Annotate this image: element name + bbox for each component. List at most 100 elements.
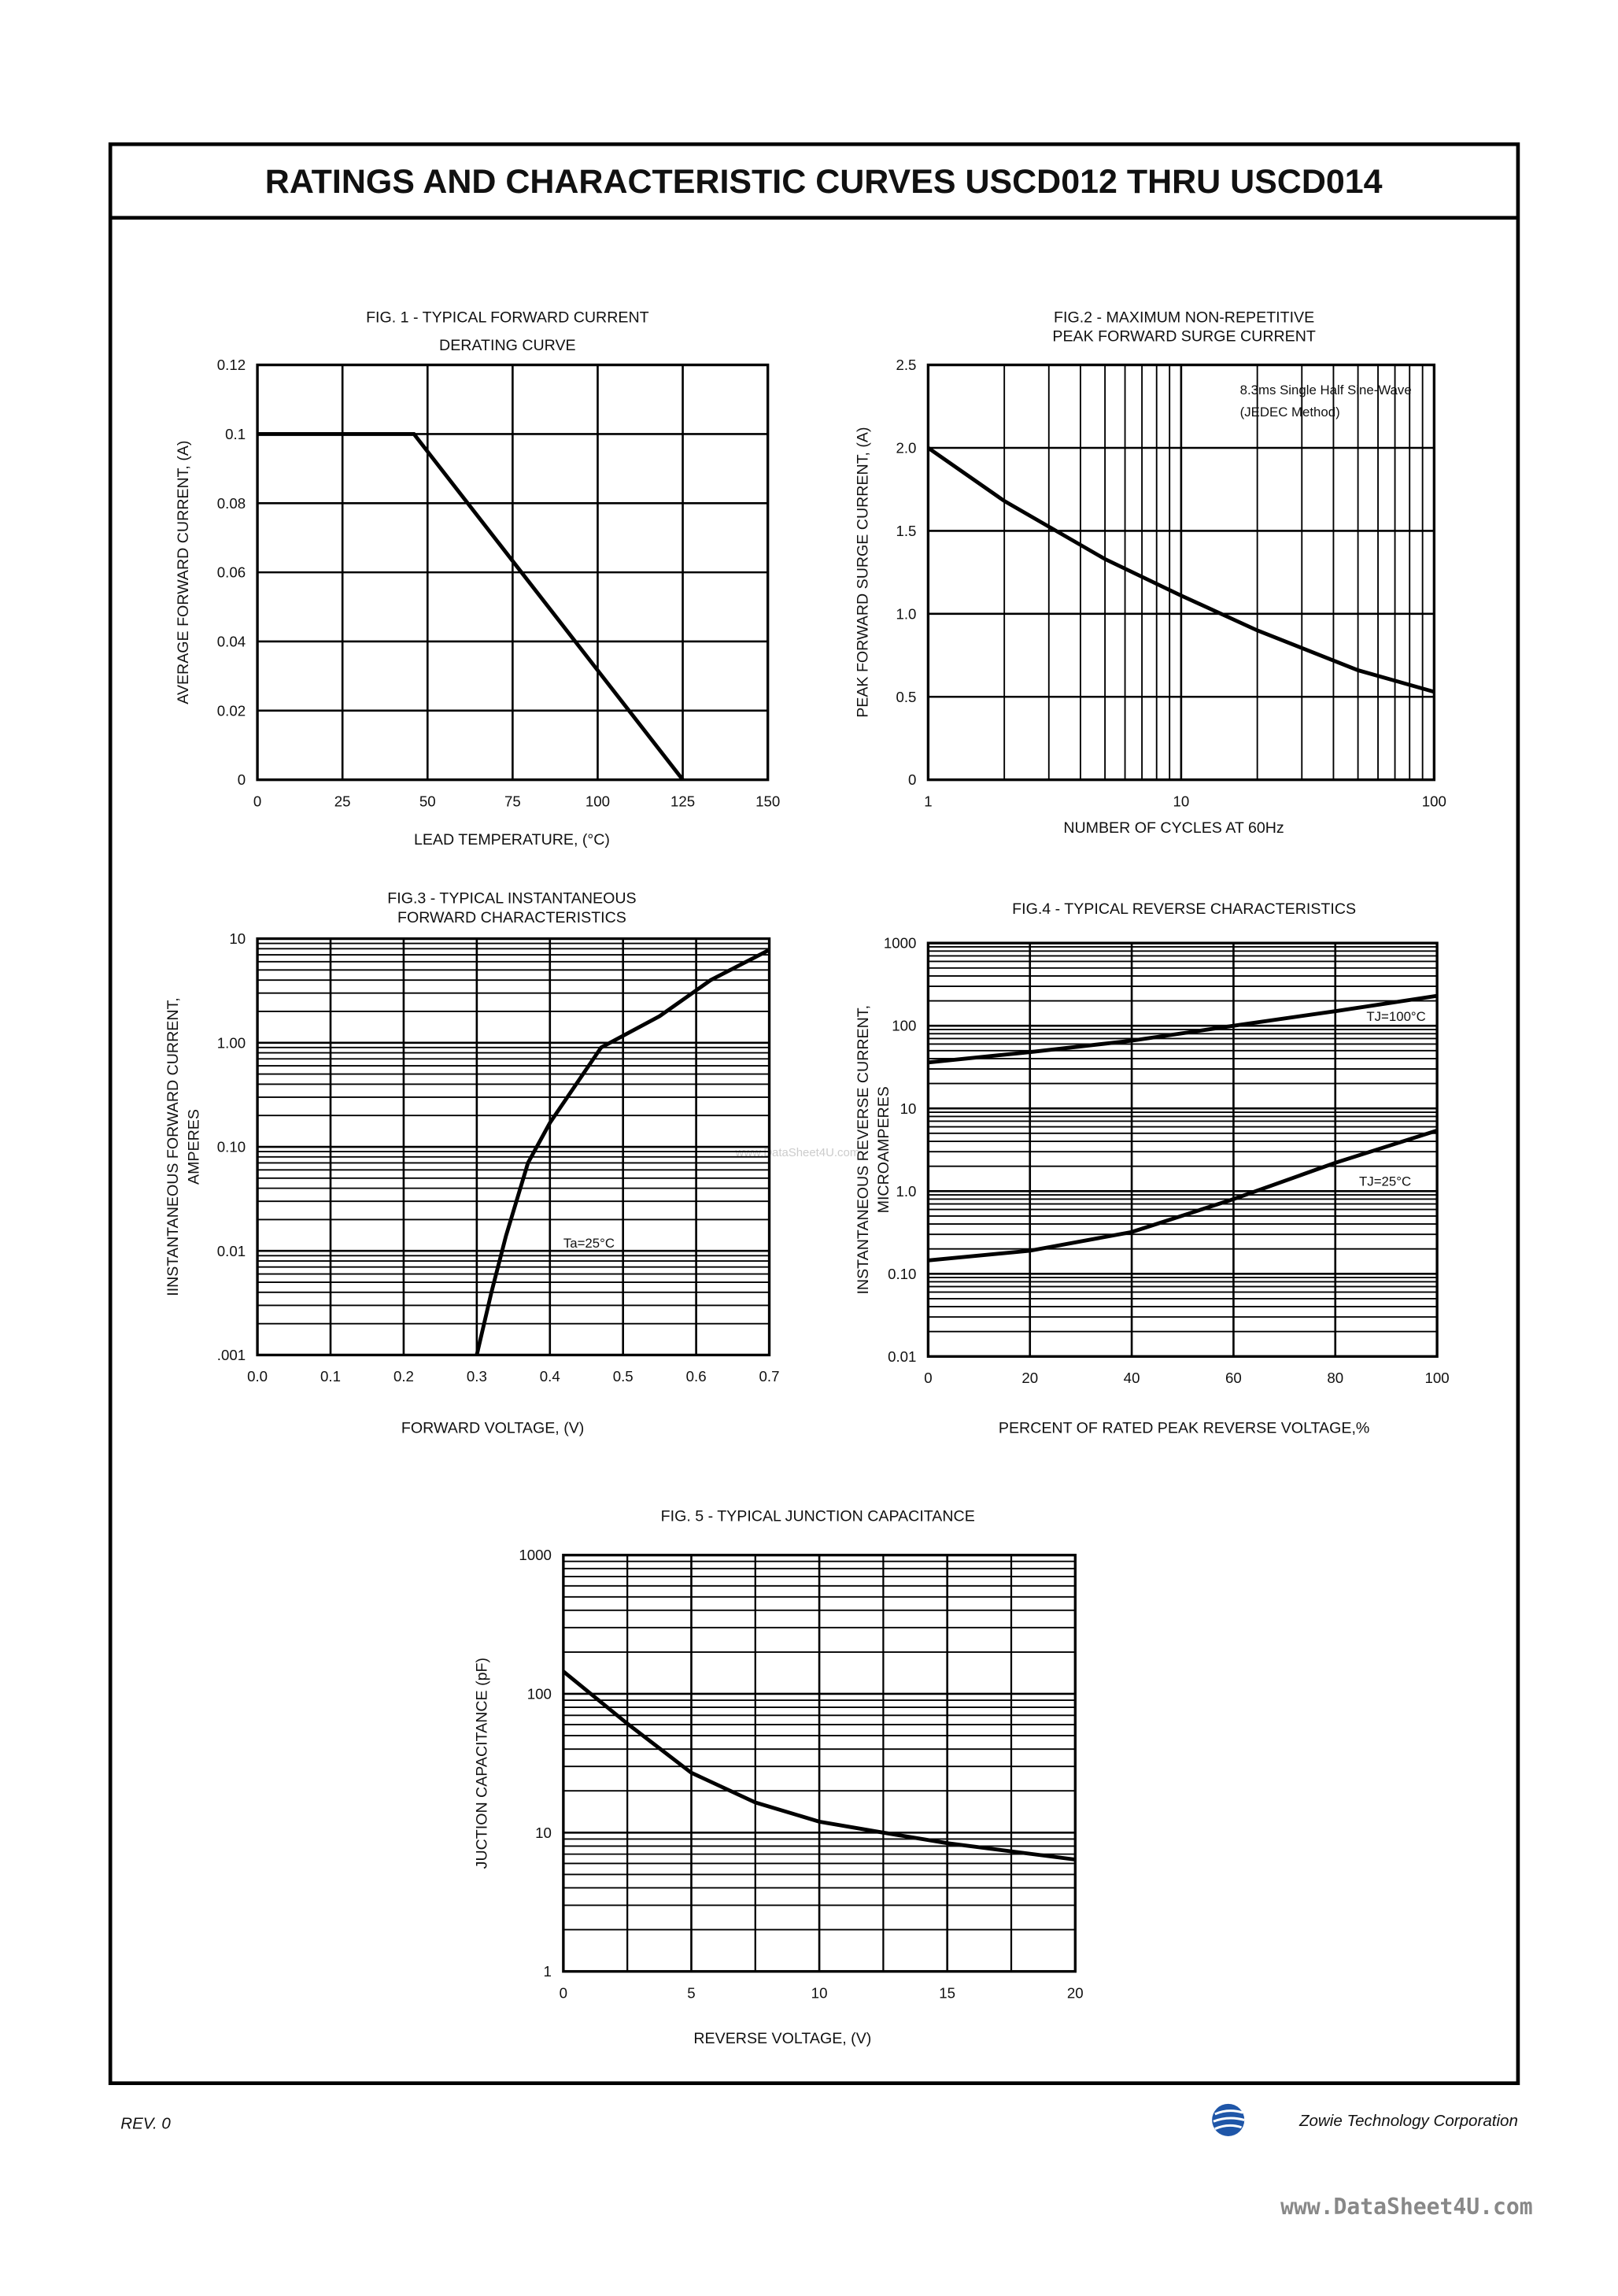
x-tick-label: 1 [924,793,932,809]
x-tick-label: 0.3 [467,1368,487,1385]
company-name: Zowie Technology Corporation [1298,2112,1518,2130]
y-tick-label: 100 [892,1018,916,1034]
y-tick-label: 2.0 [896,440,916,457]
curve [928,993,1438,1065]
annotation: (JEDEC Method) [1240,405,1340,420]
y-tick-label: 1.0 [896,1183,916,1200]
x-tick-label: 0.7 [759,1368,780,1385]
x-tick-label: 20 [1067,1984,1084,2001]
x-tick-label: 40 [1124,1370,1140,1386]
chart-title: FIG.4 - TYPICAL REVERSE CHARACTERISTICS [1012,900,1356,918]
x-tick-label: 10 [811,1984,828,2001]
y-tick-label: 10 [900,1100,917,1117]
x-tick-label: 0 [924,1370,932,1386]
x-tick-label: 0 [560,1984,567,2001]
plot-frame [926,363,1436,782]
annotation: 8.3ms Single Half Sine-Wave [1240,383,1412,397]
page-border [108,142,1520,2086]
x-tick-label: 0.1 [320,1368,341,1385]
y-axis-label: INSTANTANEOUS REVERSE CURRENT, [855,1005,872,1295]
y-tick-label: 100 [527,1686,552,1703]
y-tick-label: 10 [535,1825,552,1841]
y-tick-label: 1.0 [896,605,916,622]
chart-title: FIG. 1 - TYPICAL FORWARD CURRENT [366,309,649,326]
curve [475,948,770,1356]
x-axis-label: REVERSE VOLTAGE, (V) [693,2030,871,2047]
y-tick-label: 10 [229,930,246,947]
y-tick-label: 1.00 [217,1034,246,1051]
y-tick-label: 0.01 [217,1243,246,1259]
x-tick-label: 50 [419,793,436,809]
plot-frame [256,363,770,782]
y-axis-label: MICROAMPERES [875,1086,892,1213]
x-tick-label: 100 [1422,793,1446,809]
x-tick-label: 100 [586,793,610,809]
chart-title: DERATING CURVE [439,337,576,354]
x-tick-label: 0 [253,793,261,809]
y-tick-label: 0.12 [217,357,246,373]
chart: 0 20 40 60 80 100 0.01 0.10 1.0 10 100 1000 FIG.4 - … [855,900,1450,1437]
y-tick-label: .001 [217,1347,246,1363]
y-axis-label: AMPERES [185,1109,202,1185]
y-tick-label: 0 [238,771,246,788]
chart-title: PEAK FORWARD SURGE CURRENT [1052,328,1316,346]
x-tick-label: 0.5 [613,1368,634,1385]
x-tick-label: 100 [1425,1370,1450,1386]
y-tick-label: 1.5 [896,523,916,539]
x-tick-label: 25 [334,793,351,809]
x-tick-label: 75 [504,793,521,809]
x-tick-label: 0.2 [393,1368,414,1385]
chart: 0 25 50 75 100 125 150 0 0.02 0.04 0.06 0.08 0.1 0.12… [175,309,780,849]
website: www.DataSheet4U.com [1280,2194,1532,2220]
chart-title: FIG.3 - TYPICAL INSTANTANEOUS [387,890,636,908]
y-tick-label: 1 [544,1963,552,1980]
annotation: Ta=25°C [563,1236,615,1251]
y-axis-label: PEAK FORWARD SURGE CURRENT, (A) [855,427,872,717]
y-tick-label: 0.1 [225,426,246,442]
series-label: TJ=100°C [1366,1009,1425,1024]
y-tick-label: 0.01 [888,1348,916,1365]
x-tick-label: 0.0 [247,1368,268,1385]
plot-frame [256,937,771,1357]
chart-title: FORWARD CHARACTERISTICS [397,909,626,926]
plot-frame [562,1553,1077,1973]
x-tick-label: 80 [1327,1370,1343,1386]
curve [927,446,1435,694]
chart: 1 10 100 0 0.5 1.0 1.5 2.0 2.5 FIG.2 - MAXIMUM NO… [855,309,1446,837]
chart-title: FIG.2 - MAXIMUM NON-REPETITIVE [1054,309,1314,326]
x-tick-label: 60 [1225,1370,1242,1386]
x-tick-label: 5 [687,1984,695,2001]
curve [257,432,685,782]
y-axis-label: IINSTANTANEOUS FORWARD CURRENT, [164,997,182,1296]
y-tick-label: 2.5 [896,357,916,373]
company-logo [1212,2103,1245,2136]
y-tick-label: 0 [908,771,916,788]
y-tick-label: 0.08 [217,495,246,512]
page-title: RATINGS AND CHARACTERISTIC CURVES USCD01… [265,163,1383,201]
x-tick-label: 10 [1173,793,1189,809]
curve [562,1669,1076,1862]
x-axis-label: NUMBER OF CYCLES AT 60Hz [1063,819,1284,837]
x-axis-label: FORWARD VOLTAGE, (V) [401,1420,584,1437]
x-tick-label: 0.4 [540,1368,560,1385]
revision: REV. 0 [120,2115,171,2133]
y-tick-label: 0.10 [217,1139,246,1155]
y-axis-label: AVERAGE FORWARD CURRENT, (A) [175,441,192,704]
chart: 0.0 0.1 0.2 0.3 0.4 0.5 0.6 0.7 .001 0.01 0.10 1.00… [164,890,779,1437]
chart-title: FIG. 5 - TYPICAL JUNCTION CAPACITANCE [661,1508,975,1525]
chart: 0 5 10 15 20 1 10 100 1000 FIG. 5 - TYPICAL JUNCT… [474,1508,1084,2048]
x-axis-label: PERCENT OF RATED PEAK REVERSE VOLTAGE,% [999,1420,1369,1437]
x-axis-label: LEAD TEMPERATURE, (°C) [414,831,610,849]
y-tick-label: 1000 [519,1547,552,1563]
x-tick-label: 125 [670,793,695,809]
curve [928,1129,1438,1263]
x-tick-label: 150 [755,793,780,809]
y-tick-label: 0.10 [888,1266,916,1282]
y-tick-label: 1000 [884,935,917,952]
x-tick-label: 15 [939,1984,955,2001]
x-tick-label: 20 [1021,1370,1038,1386]
y-tick-label: 0.02 [217,702,246,719]
series-label: TJ=25°C [1359,1174,1411,1189]
